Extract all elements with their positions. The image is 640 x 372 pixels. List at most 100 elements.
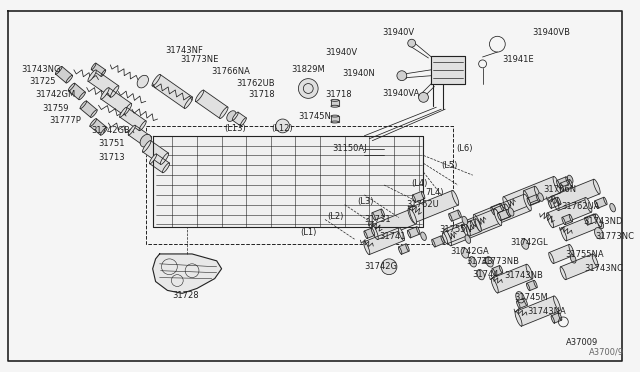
Polygon shape [408,227,420,238]
Ellipse shape [560,183,563,190]
Polygon shape [494,204,510,221]
Ellipse shape [569,244,574,256]
Ellipse shape [604,197,607,205]
Ellipse shape [408,208,415,223]
Polygon shape [549,244,573,263]
Text: A3700/9: A3700/9 [589,348,624,357]
Polygon shape [408,190,458,223]
Ellipse shape [521,239,529,249]
Ellipse shape [561,228,567,241]
Ellipse shape [534,280,537,288]
Ellipse shape [79,92,85,100]
Ellipse shape [524,194,531,211]
Ellipse shape [421,191,425,199]
Text: (L2): (L2) [327,212,343,221]
Ellipse shape [527,198,531,206]
Ellipse shape [412,195,416,202]
Text: 31743: 31743 [466,257,492,266]
Circle shape [298,78,318,98]
Polygon shape [432,236,444,247]
Text: 31718: 31718 [248,90,275,99]
Text: 31744: 31744 [473,270,499,279]
Text: 31829M: 31829M [292,65,325,74]
Text: 31773NC: 31773NC [595,232,634,241]
Polygon shape [527,280,537,291]
Ellipse shape [534,186,540,199]
Polygon shape [120,108,146,131]
Polygon shape [129,125,151,146]
Ellipse shape [473,215,481,231]
Text: 31940VA: 31940VA [382,89,419,98]
Polygon shape [413,191,424,202]
Ellipse shape [527,283,530,291]
Circle shape [276,119,289,133]
Text: (L6): (L6) [456,144,472,153]
Ellipse shape [554,296,561,311]
Text: 31742GM: 31742GM [35,90,76,99]
Polygon shape [548,197,561,208]
Polygon shape [560,180,572,190]
Polygon shape [557,177,569,188]
Ellipse shape [524,298,527,305]
Text: 31762UA: 31762UA [561,202,600,211]
Polygon shape [461,221,474,232]
Ellipse shape [547,213,554,228]
Ellipse shape [566,177,569,184]
Text: 31755NA: 31755NA [565,250,604,259]
Ellipse shape [507,209,510,217]
Ellipse shape [560,267,566,280]
Text: 31743NG: 31743NG [22,65,61,74]
Ellipse shape [145,137,152,146]
Text: 31940V: 31940V [325,48,357,57]
Polygon shape [527,195,540,206]
Text: 31718: 31718 [325,90,351,99]
Ellipse shape [163,163,170,173]
Text: (L5): (L5) [441,161,458,170]
Ellipse shape [463,225,468,236]
Circle shape [397,71,407,81]
Ellipse shape [494,208,500,221]
Polygon shape [524,186,540,203]
Polygon shape [492,266,502,276]
Ellipse shape [492,269,495,276]
Ellipse shape [500,203,504,211]
Polygon shape [152,74,193,108]
Polygon shape [153,254,221,294]
Text: 31743NC: 31743NC [584,264,623,273]
Polygon shape [431,56,465,84]
Ellipse shape [140,134,152,147]
Ellipse shape [100,128,107,135]
Polygon shape [56,67,72,83]
Ellipse shape [508,208,514,216]
Polygon shape [92,63,106,76]
Text: 31742GB: 31742GB [92,126,131,135]
Text: 31940V: 31940V [382,28,414,37]
Ellipse shape [548,253,554,263]
Ellipse shape [410,209,417,224]
Polygon shape [547,198,591,228]
Text: 31940VB: 31940VB [532,28,570,37]
Text: (L12): (L12) [271,124,292,134]
Ellipse shape [364,231,367,238]
Text: 31742GL: 31742GL [510,238,548,247]
Ellipse shape [515,311,522,326]
Ellipse shape [516,301,520,308]
Text: 31941E: 31941E [502,55,534,64]
Text: 31762UB: 31762UB [236,79,275,88]
Ellipse shape [139,121,146,131]
Polygon shape [399,244,409,254]
Polygon shape [561,254,598,280]
Text: 31759: 31759 [42,104,69,113]
Polygon shape [331,100,339,106]
Ellipse shape [595,214,602,227]
Ellipse shape [538,193,543,201]
Ellipse shape [88,70,96,81]
Text: 31728: 31728 [172,291,199,300]
Ellipse shape [407,231,411,238]
Ellipse shape [331,99,339,101]
Ellipse shape [124,103,132,115]
Polygon shape [196,90,228,118]
Ellipse shape [461,225,465,232]
Ellipse shape [56,67,62,74]
Ellipse shape [381,209,385,217]
